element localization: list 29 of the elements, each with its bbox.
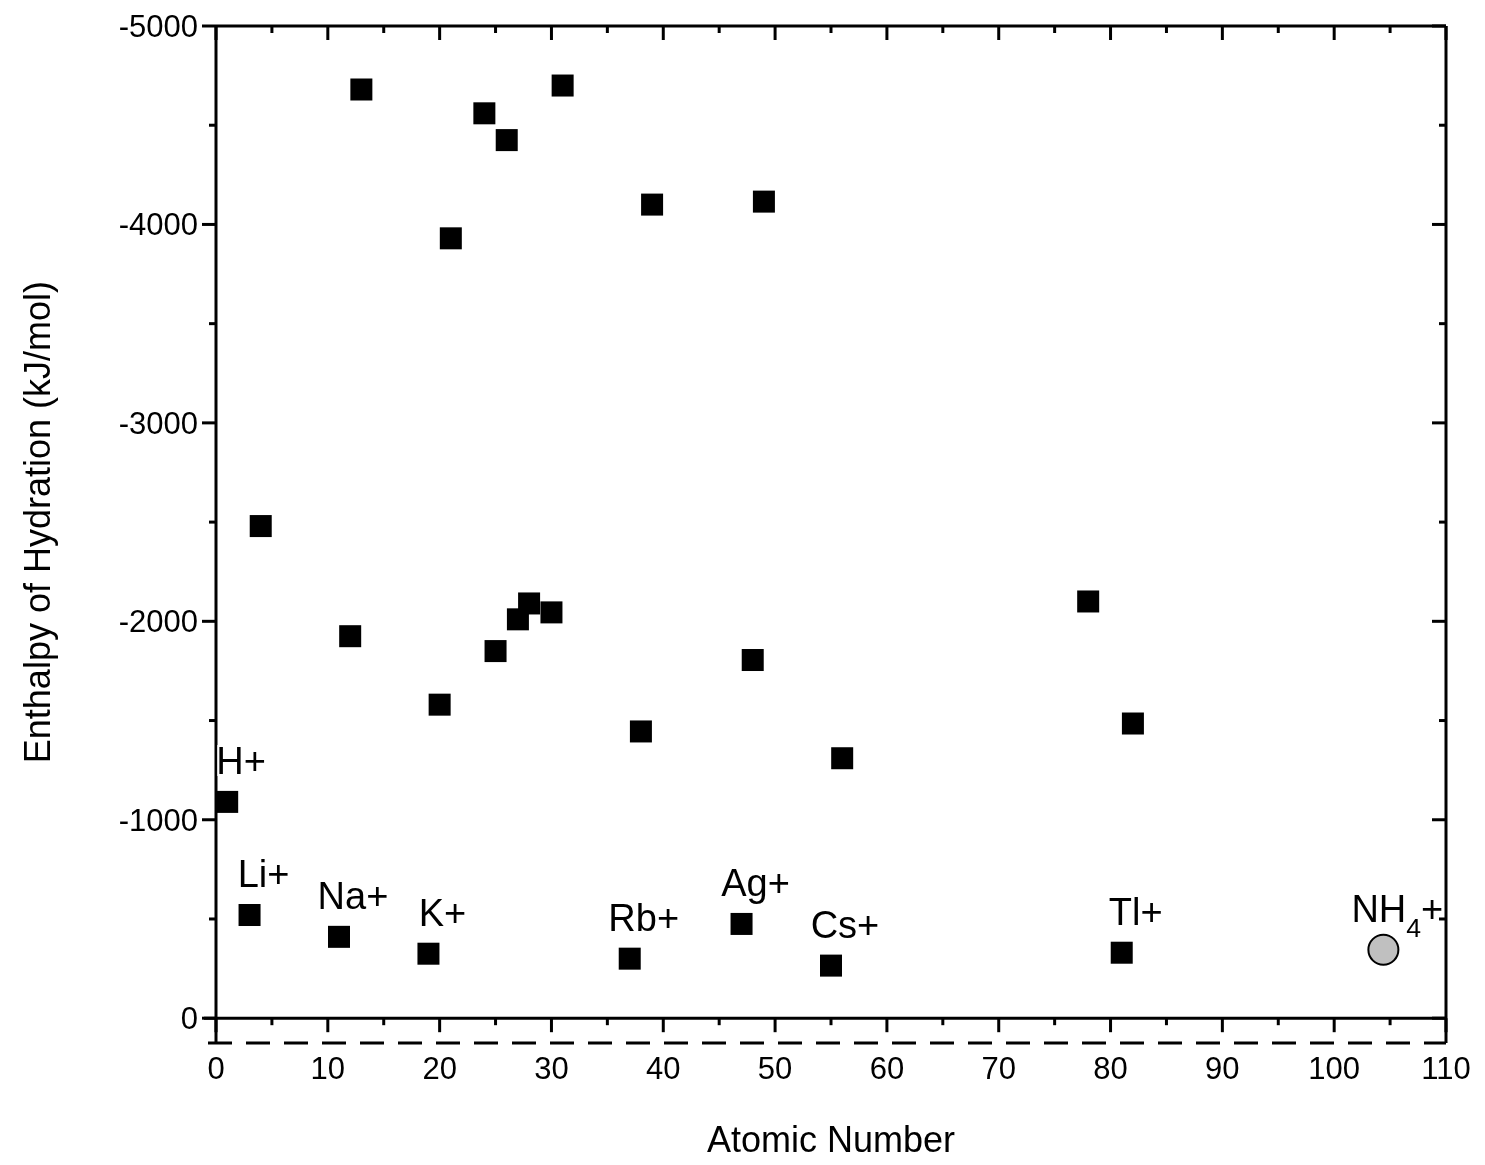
x-tick-label: 110 [1421, 1051, 1471, 1086]
annotation: Cs+ [810, 903, 880, 946]
annotation: Ag+ [721, 861, 790, 904]
x-axis-title: Atomic Number [706, 1119, 956, 1160]
x-tick-label: 50 [757, 1051, 793, 1086]
y-tick-label: -4000 [118, 207, 198, 243]
annotation: Rb+ [608, 896, 680, 939]
x-tick-label: 10 [310, 1051, 346, 1086]
annotation: Tl+ [1108, 890, 1163, 933]
annotation: H+ [216, 739, 266, 782]
annotation: K+ [418, 891, 467, 934]
y-tick-label: -5000 [118, 9, 198, 44]
y-tick-label: -3000 [118, 405, 198, 441]
x-tick-label: 70 [981, 1051, 1016, 1086]
x-tick-label: 30 [534, 1051, 569, 1086]
y-tick-label: 0 [180, 1001, 198, 1037]
annotation: NH$_{4}$+ [1351, 887, 1444, 943]
y-tick-label: -1000 [118, 802, 198, 838]
x-tick-label: 20 [422, 1051, 457, 1086]
x-tick-label: 90 [1205, 1051, 1240, 1086]
x-tick-label: 40 [646, 1051, 681, 1086]
x-tick-label: 60 [869, 1051, 905, 1086]
x-tick-label: 0 [207, 1051, 225, 1086]
y-tick-label: -2000 [118, 604, 198, 640]
annotation: Li+ [237, 853, 290, 896]
y-axis-title: Enthalpy of Hydration (kJ/mol) [17, 281, 58, 764]
x-tick-label: 100 [1308, 1051, 1361, 1086]
x-tick-label: 80 [1093, 1051, 1128, 1086]
annotation: Na+ [317, 874, 389, 917]
